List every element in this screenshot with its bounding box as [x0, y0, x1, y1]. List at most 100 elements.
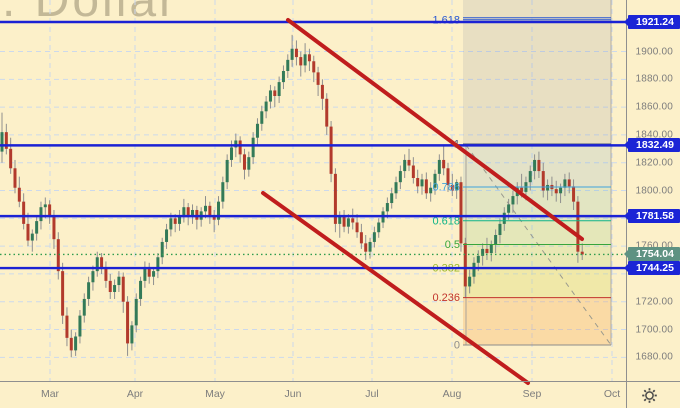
candle: [567, 172, 571, 194]
candle: [165, 223, 169, 249]
candle: [424, 172, 428, 199]
candle: [255, 118, 259, 145]
candle: [69, 329, 73, 358]
candle: [9, 137, 13, 174]
y-axis-label: 1820.00: [635, 157, 673, 169]
candlestick-series: [0, 34, 584, 358]
candle: [208, 201, 212, 224]
candle: [4, 123, 8, 155]
y-axis-label: 1860.00: [635, 101, 673, 113]
candle: [152, 266, 156, 286]
candle: [307, 48, 311, 71]
x-axis-label-jul: Jul: [365, 388, 379, 400]
price-tag-1921.24: 1921.24: [624, 15, 680, 29]
candle: [385, 197, 389, 219]
candle: [217, 196, 220, 226]
candle: [377, 218, 381, 238]
candle: [316, 66, 320, 97]
candle: [429, 182, 433, 202]
candle: [78, 310, 82, 344]
candle: [43, 197, 47, 219]
fib-level-label-1.618: 1.618: [432, 14, 460, 26]
candle: [312, 55, 316, 83]
descending-trendline-2[interactable]: [261, 191, 530, 385]
candle: [546, 179, 550, 201]
candle: [359, 223, 363, 249]
x-axis-label-aug: Aug: [442, 388, 462, 400]
candle: [320, 79, 324, 110]
candle: [333, 168, 337, 233]
candle: [563, 173, 567, 197]
candle: [394, 176, 398, 199]
candle: [281, 65, 285, 90]
candle: [30, 229, 34, 252]
candle: [212, 209, 216, 233]
candle: [143, 261, 147, 288]
candle: [26, 212, 30, 247]
candle: [390, 187, 394, 209]
x-axis-label-apr: Apr: [126, 388, 144, 400]
candle: [139, 276, 143, 306]
candle: [117, 271, 121, 292]
fib-level-label-0: 0: [454, 340, 460, 352]
candle: [329, 121, 333, 183]
x-axis-label-oct: Oct: [603, 388, 621, 400]
candle: [147, 262, 151, 284]
candle: [204, 196, 208, 219]
candle: [108, 273, 112, 299]
candle: [446, 162, 450, 192]
candle: [450, 173, 454, 197]
candle: [186, 203, 190, 226]
candle: [17, 176, 21, 208]
candle: [346, 214, 350, 234]
candle: [91, 265, 95, 291]
candle: [242, 148, 246, 180]
candle: [325, 93, 329, 135]
candle: [13, 159, 17, 194]
y-axis-label: 1840.00: [635, 129, 673, 141]
settings-gear-icon[interactable]: [641, 387, 658, 404]
candle: [178, 209, 182, 231]
candle: [61, 262, 65, 324]
candle: [134, 293, 138, 333]
candle: [299, 51, 303, 77]
candle: [195, 205, 199, 230]
candle: [416, 169, 420, 194]
candle: [372, 226, 376, 248]
candle: [494, 229, 498, 254]
time-axis-separator: [0, 381, 680, 382]
descending-trendline-1[interactable]: [286, 18, 584, 241]
candle: [35, 215, 39, 241]
candle: [264, 96, 268, 119]
candle: [268, 84, 272, 109]
candle: [437, 154, 441, 181]
price-axis-separator: [626, 0, 627, 408]
candle: [433, 169, 437, 195]
candle: [225, 154, 229, 190]
fib-level-label-0.618: 0.618: [432, 215, 460, 227]
candle: [191, 204, 195, 224]
candle: [576, 196, 580, 263]
price-tag-1832.49: 1832.49: [624, 138, 680, 153]
candle: [277, 76, 281, 103]
candle: [442, 146, 446, 176]
candle: [294, 40, 298, 66]
candle: [407, 148, 411, 172]
candle: [56, 232, 60, 280]
candle: [100, 253, 104, 274]
candle: [104, 261, 108, 288]
candle: [580, 243, 584, 261]
candle: [130, 321, 134, 351]
candle: [286, 54, 290, 78]
candle: [502, 207, 506, 231]
candle: [468, 269, 472, 294]
y-axis-label: 1760.00: [635, 240, 673, 252]
candle: [381, 207, 385, 229]
candle: [351, 208, 355, 230]
candle: [113, 279, 117, 299]
candle: [0, 112, 4, 163]
current-price-tag: 1754.04: [624, 247, 680, 262]
candle: [87, 276, 91, 306]
y-axis-label: 1800.00: [635, 185, 673, 197]
